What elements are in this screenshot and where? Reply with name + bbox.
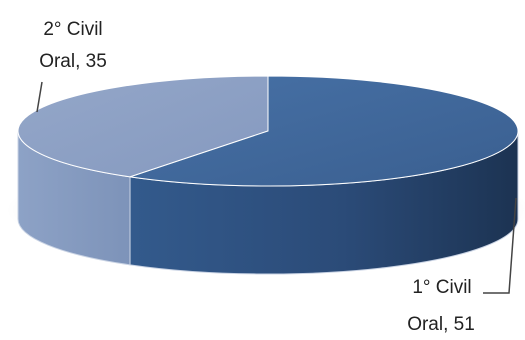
data-label-2-civil-oral-line1: 2° Civil [43,19,102,40]
leader-line-2-civil-oral [36,81,43,113]
leader-line-1-civil-oral [483,197,517,294]
slice-1-civil-oral [129,75,519,187]
data-label-1-civil-oral-line2: Oral, 51 [407,314,475,335]
data-label-2-civil-oral-line2: Oral, 35 [39,51,107,72]
data-label-1-civil-oral-line1: 1° Civil [412,277,471,298]
